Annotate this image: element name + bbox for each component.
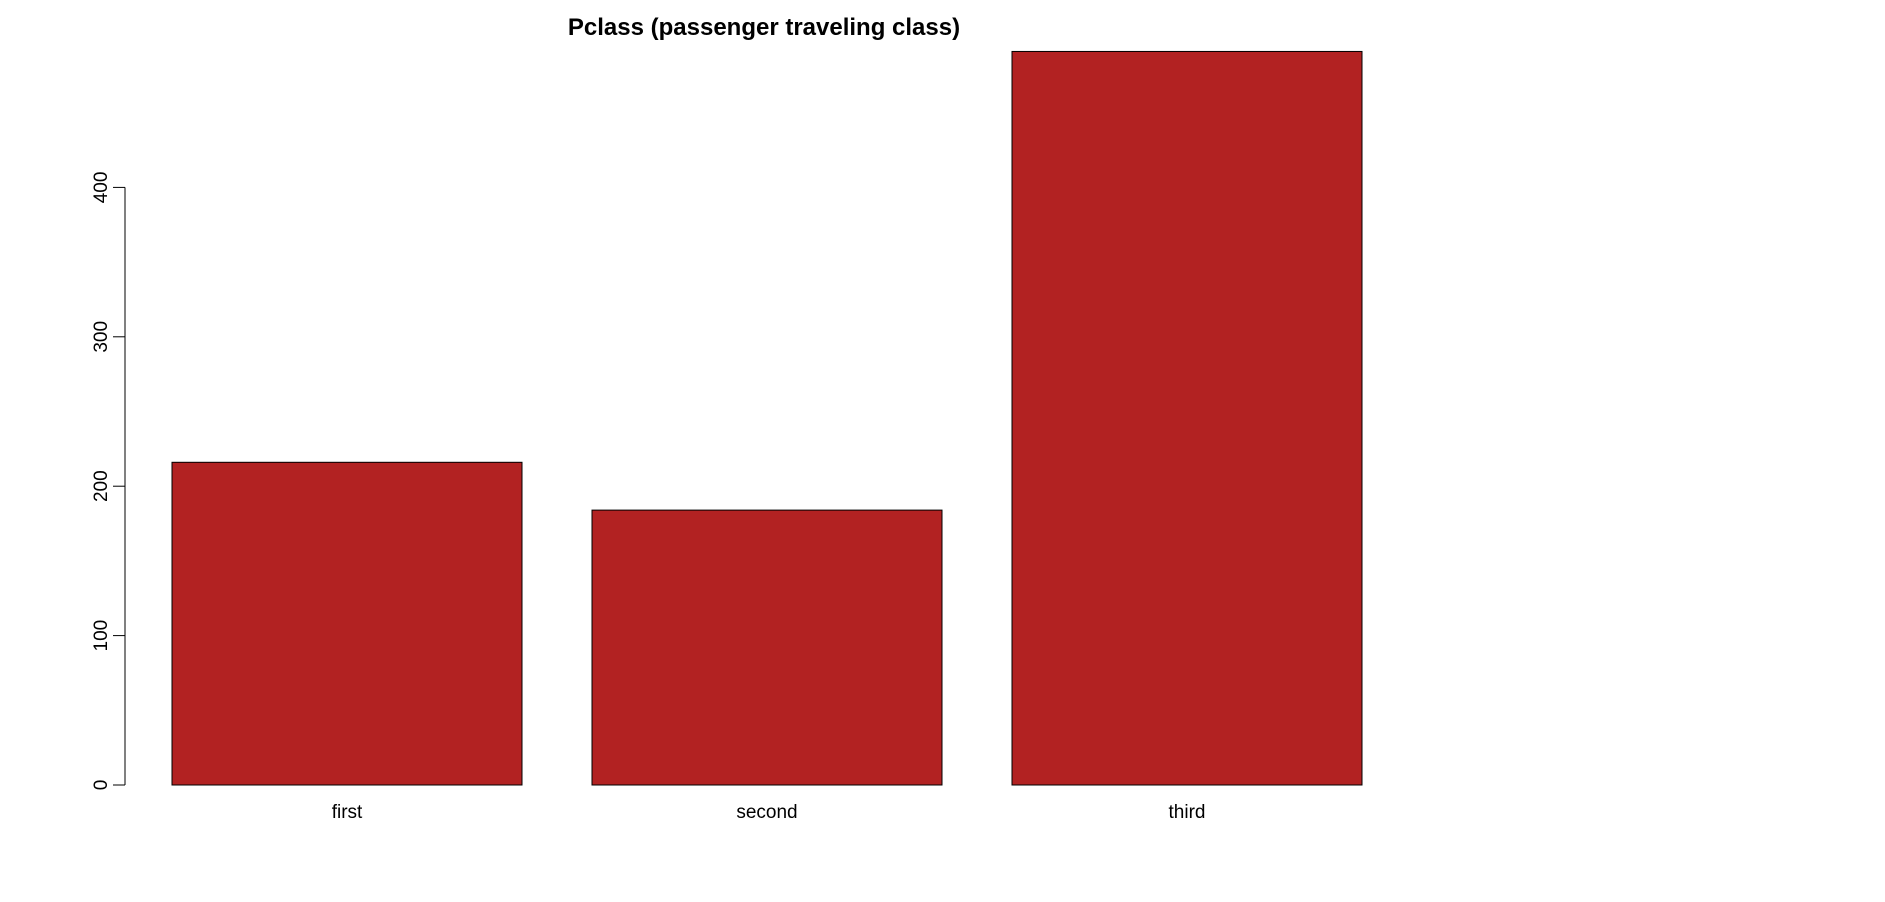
y-tick-label: 0 <box>91 780 112 791</box>
bar-second <box>591 509 943 786</box>
x-category-label: first <box>332 802 363 823</box>
x-category-label: third <box>1169 802 1206 823</box>
bars-group <box>171 50 1363 786</box>
x-category-label: second <box>736 802 797 823</box>
y-tick-label: 300 <box>91 321 112 353</box>
chart-title: Pclass (passenger traveling class) <box>568 14 960 41</box>
y-tick-label: 400 <box>91 172 112 204</box>
bar-first <box>171 461 523 786</box>
bar-third <box>1011 50 1363 786</box>
y-axis: 0 100 200 300 400 <box>91 172 126 791</box>
y-tick-label: 100 <box>91 620 112 652</box>
y-tick-label: 200 <box>91 470 112 502</box>
x-axis-labels: first second third <box>332 802 1206 823</box>
